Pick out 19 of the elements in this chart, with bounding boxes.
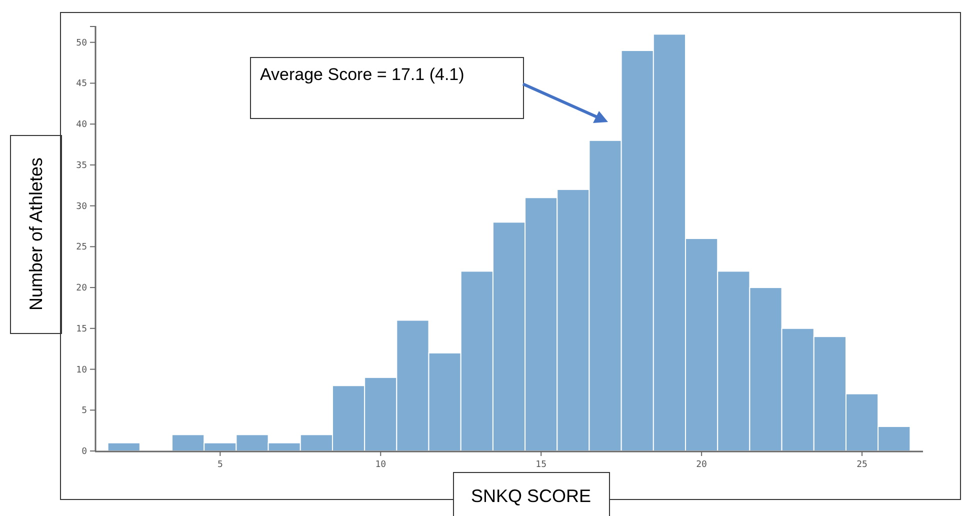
y-tick-label: 50 — [76, 38, 87, 48]
y-tick-label: 0 — [82, 447, 87, 457]
y-tick-label: 35 — [76, 160, 87, 171]
y-tick-label: 25 — [76, 242, 87, 253]
y-tick-label: 10 — [76, 365, 87, 376]
x-tick-label: 20 — [696, 460, 707, 470]
y-tick-label: 30 — [76, 202, 87, 212]
annotation: Average Score = 17.1 (4.1) — [260, 65, 464, 84]
y-tick-label: 5 — [82, 406, 87, 416]
y-tick-label: 15 — [76, 324, 87, 334]
y-tick-label: 20 — [76, 284, 87, 294]
x-axis-title: SNKQ SCORE — [470, 486, 592, 506]
x-tick-label: 25 — [856, 460, 868, 470]
x-tick-label: 15 — [536, 460, 547, 470]
x-tick-label: 5 — [217, 460, 223, 470]
y-axis-title: Number of Athletes — [26, 157, 46, 311]
y-tick-label: 40 — [76, 120, 87, 130]
x-tick-label: 10 — [375, 460, 386, 470]
y-tick-label: 45 — [76, 79, 87, 90]
